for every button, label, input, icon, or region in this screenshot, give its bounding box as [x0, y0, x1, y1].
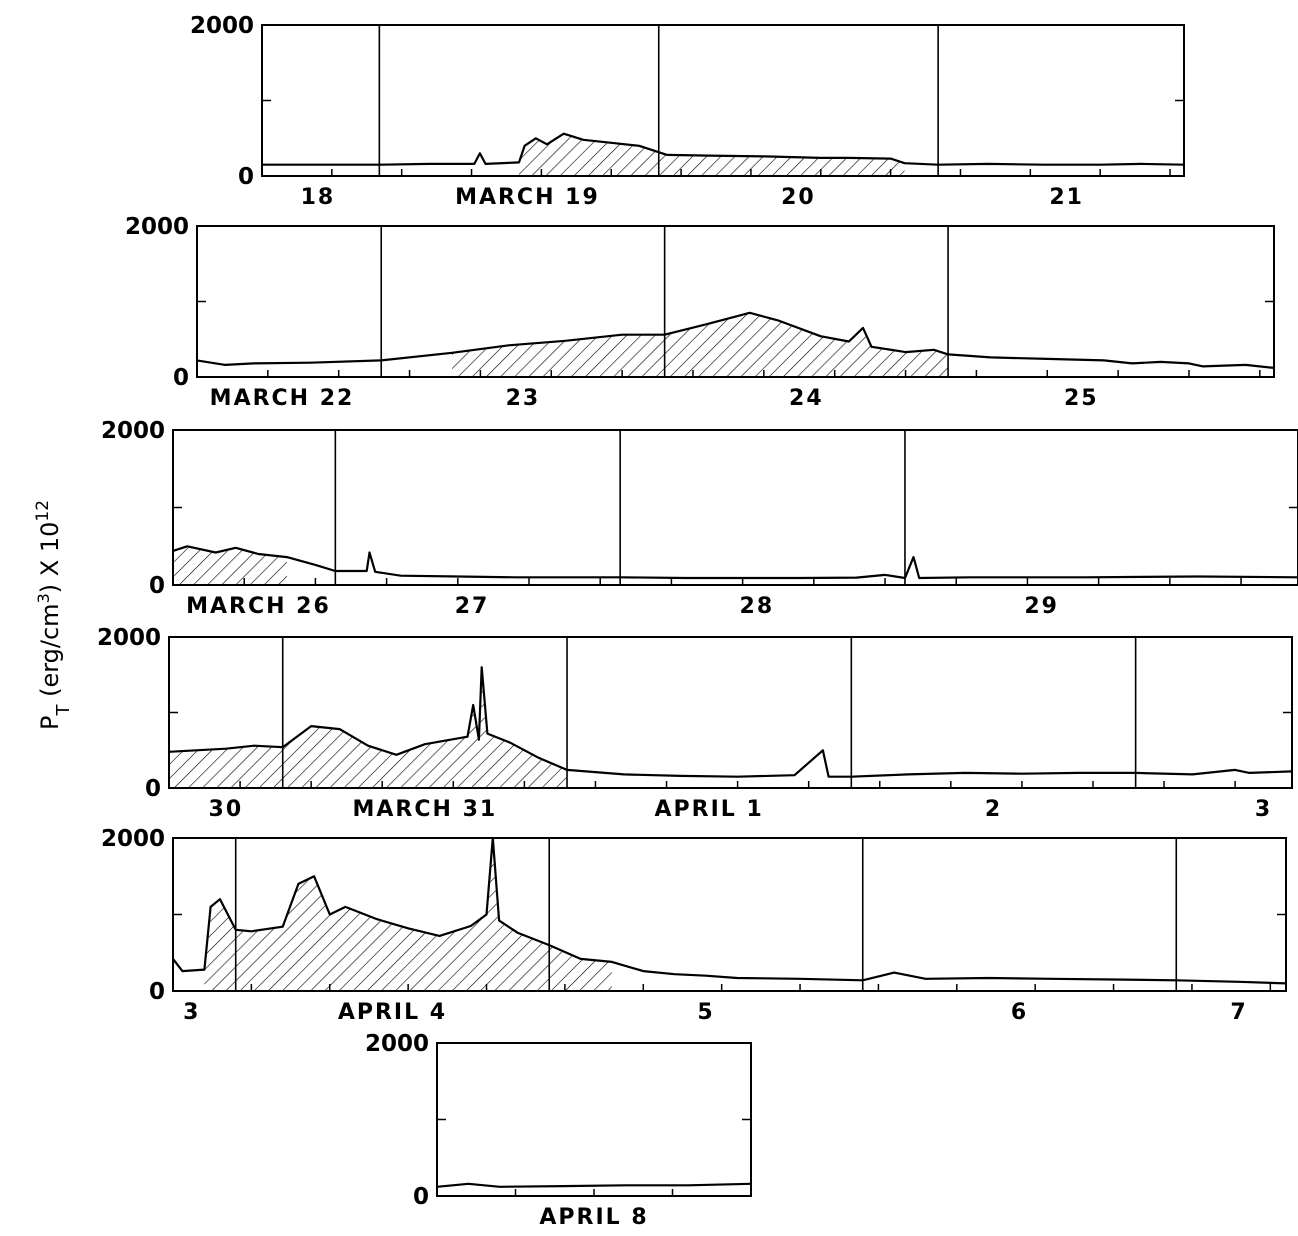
x-day-label: MARCH 26 — [186, 594, 331, 619]
x-day-label: 23 — [506, 386, 541, 411]
y-tick-label-0: 0 — [238, 164, 254, 190]
hatched-region — [452, 312, 949, 377]
x-day-label: 7 — [1230, 1000, 1247, 1025]
x-day-label: 3 — [1255, 797, 1272, 822]
x-day-label: 25 — [1064, 386, 1099, 411]
pressure-trace — [172, 836, 1287, 985]
x-day-label: 30 — [209, 797, 244, 822]
x-day-label: 3 — [183, 1000, 200, 1025]
y-tick-label-0: 0 — [413, 1184, 429, 1210]
panel-4: 2000 0 30 MARCH 31 APRIL 1 2 3 — [97, 625, 1293, 822]
x-day-label: 27 — [455, 594, 490, 619]
y-tick-label-2000: 2000 — [190, 13, 254, 39]
y-tick-label-0: 0 — [173, 365, 189, 391]
x-day-label: MARCH 22 — [210, 386, 355, 411]
y-tick-label-2000: 2000 — [97, 625, 161, 651]
x-day-label: APRIL 8 — [539, 1205, 648, 1230]
panel-3: 2000 0 MARCH 26 27 28 29 — [101, 418, 1298, 619]
y-tick-label-0: 0 — [149, 979, 165, 1005]
y-tick-label-2000: 2000 — [125, 214, 189, 240]
panel-5: 2000 03 APRIL 4 5 6 7 — [101, 826, 1287, 1025]
panel-2: 2000 0 MARCH 22 23 24 25 — [125, 214, 1275, 411]
hatched-region — [169, 667, 568, 788]
pressure-trace — [196, 311, 1275, 369]
x-day-label: 20 — [781, 185, 816, 210]
y-tick-label-0: 0 — [145, 776, 161, 802]
x-day-label: MARCH 19 — [455, 185, 600, 210]
panel-frame — [261, 24, 1185, 177]
hatched-region — [173, 546, 287, 585]
x-day-label: 29 — [1024, 594, 1059, 619]
pressure-trace — [172, 545, 1298, 580]
x-day-label: 28 — [740, 594, 775, 619]
pressure-trace — [436, 1182, 752, 1188]
panel-1: 2000 0 18 MARCH 19 20 21 — [190, 13, 1185, 210]
x-day-label: 5 — [697, 1000, 714, 1025]
x-day-label: 2 — [985, 797, 1002, 822]
x-day-label: APRIL 1 — [655, 797, 764, 822]
hatched-region — [204, 838, 612, 991]
x-day-label: 18 — [301, 185, 336, 210]
x-day-label: 6 — [1011, 1000, 1028, 1025]
pressure-trace — [262, 132, 1185, 166]
y-tick-label-2000: 2000 — [101, 418, 165, 444]
x-day-label: APRIL 4 — [338, 1000, 447, 1025]
y-axis-title: PT (erg/cm3) X 1012 — [33, 500, 74, 730]
y-tick-label-2000: 2000 — [365, 1031, 429, 1057]
y-tick-label-0: 0 — [149, 573, 165, 599]
panel-6: 2000 0 APRIL 8 — [365, 1031, 752, 1230]
x-day-label: MARCH 31 — [353, 797, 498, 822]
panel-frame — [436, 1042, 752, 1197]
x-day-label: 21 — [1049, 185, 1084, 210]
y-tick-label-2000: 2000 — [101, 826, 165, 852]
x-day-label: 24 — [789, 386, 824, 411]
panel-frame — [172, 429, 1298, 586]
pressure-trace — [168, 666, 1293, 778]
